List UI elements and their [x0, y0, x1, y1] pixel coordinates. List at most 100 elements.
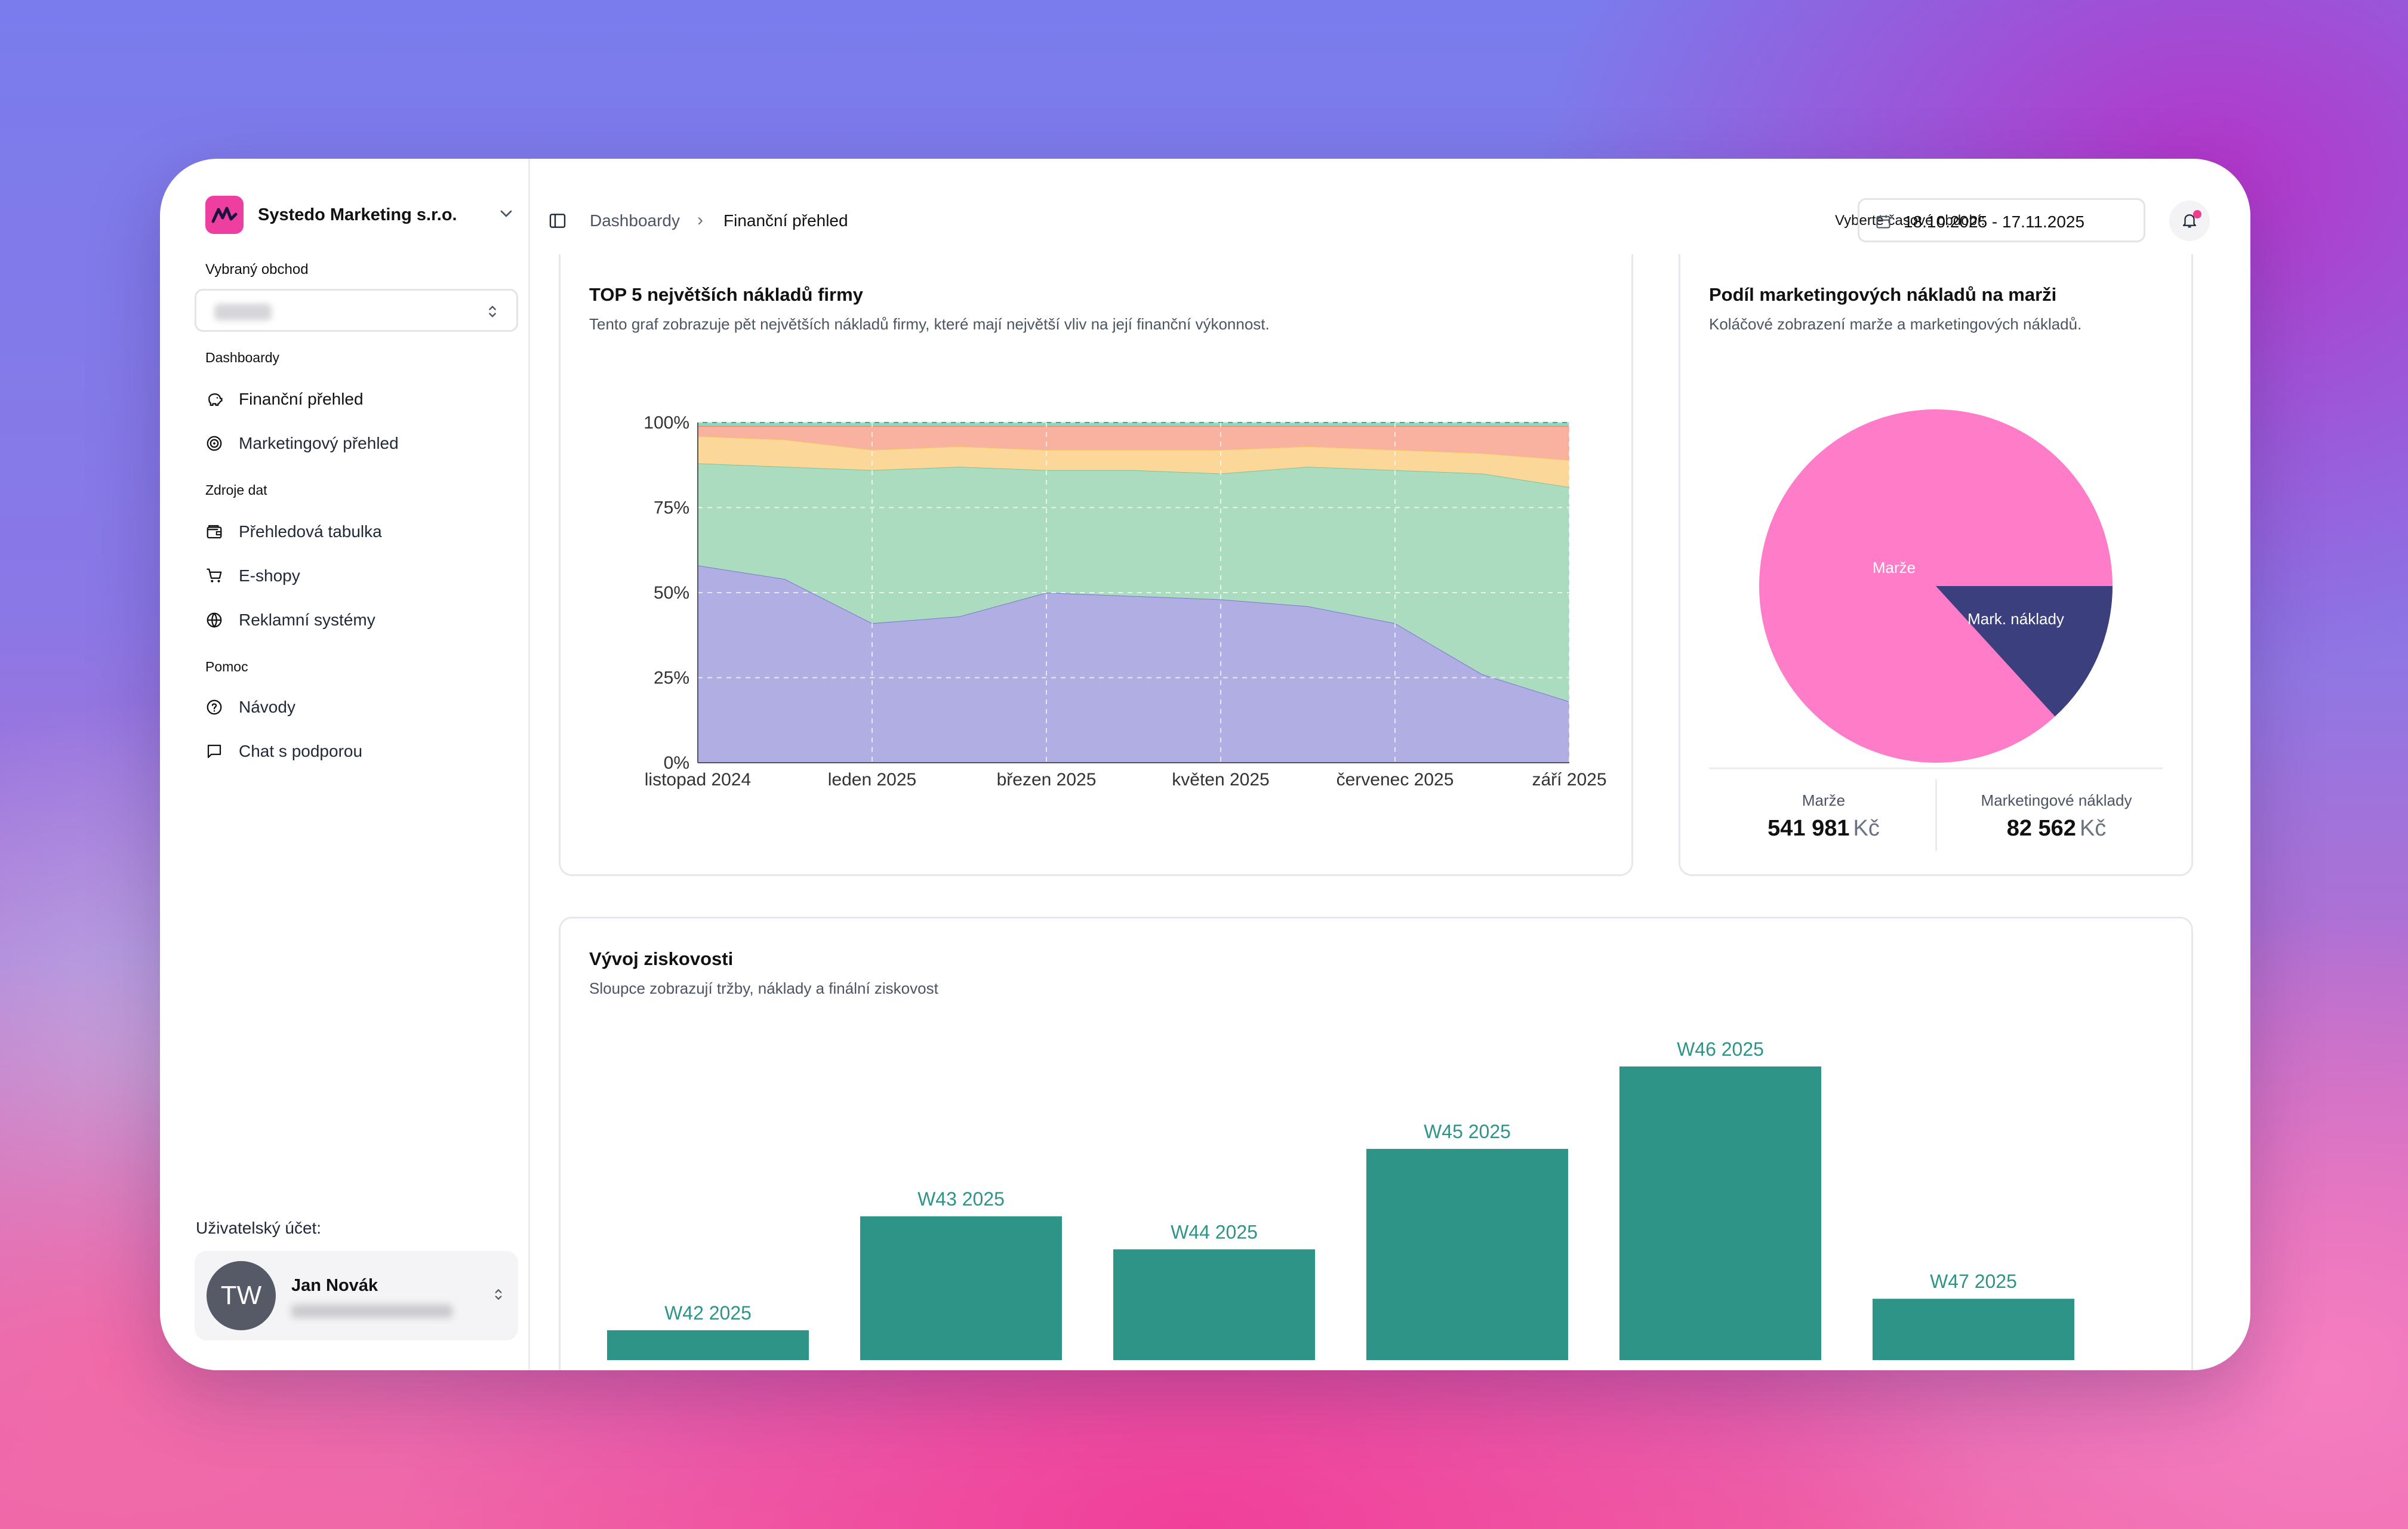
cart-icon: [207, 568, 222, 582]
section-title-data-sources: Zdroje dat: [205, 482, 267, 498]
area-series: [698, 463, 1569, 702]
card-title: Vývoj ziskovosti: [589, 948, 734, 969]
x-tick-label: červenec 2025: [1337, 770, 1454, 790]
account-label: Uživatelský účet:: [196, 1219, 322, 1237]
stat-currency: Kč: [2079, 816, 2107, 841]
card-title: TOP 5 největších nákladů firmy: [589, 284, 863, 305]
area-series: [698, 426, 1569, 460]
top5-costs-card: TOP 5 největších nákladů firmy Tento gra…: [559, 254, 1633, 876]
breadcrumb-dashboards[interactable]: Dashboardy: [590, 211, 680, 230]
bar-label: W42 2025: [664, 1302, 752, 1324]
sidebar-item-prehledova-tabulka[interactable]: Přehledová tabulka: [205, 517, 382, 547]
chevron-up-down-icon: [489, 306, 496, 317]
help-circle-icon: [207, 699, 222, 715]
divider: [1935, 779, 1937, 851]
bar: [1366, 1149, 1568, 1360]
stat-value: 82 562 Kč: [1943, 816, 2170, 841]
y-tick-label: 0%: [664, 753, 689, 773]
sidebar-item-navody[interactable]: Návody: [205, 692, 295, 722]
profitability-card: Vývoj ziskovosti Sloupce zobrazují tržby…: [559, 917, 2193, 1370]
stat-label: Marže: [1802, 791, 1846, 809]
sidebar-toggle-icon[interactable]: [548, 211, 567, 230]
y-tick-label: 25%: [654, 668, 689, 688]
sidebar-item-chat-s-podporou[interactable]: Chat s podporou: [205, 736, 362, 766]
sidebar-item-label: Reklamní systémy: [239, 611, 375, 629]
account-name: Jan Novák: [291, 1276, 378, 1295]
avatar: TW: [207, 1261, 276, 1330]
card-description: Koláčové zobrazení marže a marketingovýc…: [1709, 315, 2082, 333]
target-icon: [207, 436, 222, 451]
globe-icon: [207, 612, 222, 628]
section-title-dashboards: Dashboardy: [205, 350, 280, 365]
stat-number: 82 562: [2006, 816, 2076, 841]
pie-slice-marketing: [1936, 586, 2113, 717]
divider: [1709, 767, 2163, 769]
bar-label: W44 2025: [1171, 1221, 1258, 1243]
stat-number: 541 981: [1767, 816, 1850, 841]
pie-label: Marže: [1873, 559, 1916, 577]
period-label: Vyberte časové období:: [1835, 212, 1985, 229]
stat-marketing-costs: Marketingové náklady 82 562 Kč: [1943, 791, 2170, 841]
card-description: Sloupce zobrazují tržby, náklady a finál…: [589, 979, 938, 997]
pie-label: Mark. náklady: [1967, 610, 2064, 628]
wallet-icon: [207, 525, 222, 539]
sidebar-item-label: E-shopy: [239, 566, 300, 585]
sidebar-item-financni-prehled[interactable]: Finanční přehled: [205, 384, 364, 414]
y-tick-label: 100%: [643, 413, 689, 433]
bar-label: W43 2025: [917, 1188, 1005, 1210]
stat-currency: Kč: [1853, 816, 1880, 841]
date-range-picker[interactable]: 18.10.2025 - 17.11.2025: [1858, 198, 2145, 242]
pie-chart: Marže Mark. náklady: [1759, 409, 2113, 763]
x-tick-label: září 2025: [1532, 770, 1606, 790]
account-switcher[interactable]: TW Jan Novák: [195, 1251, 518, 1340]
stat-value: 541 981 Kč: [1710, 816, 1937, 841]
store-select-value: [214, 304, 272, 320]
marketing-share-card: Podíl marketingových nákladů na marži Ko…: [1679, 254, 2193, 876]
sidebar-item-marketingovy-prehled[interactable]: Marketingový přehled: [205, 429, 399, 458]
app-window: Systedo Marketing s.r.o. Vybraný obchod …: [160, 159, 2250, 1370]
sidebar-item-e-shopy[interactable]: E-shopy: [205, 561, 300, 591]
sidebar-item-label: Přehledová tabulka: [239, 522, 382, 541]
x-tick-label: březen 2025: [997, 770, 1097, 790]
sidebar-item-label: Návody: [239, 698, 295, 716]
sidebar-item-reklamni-systemy[interactable]: Reklamní systémy: [205, 605, 375, 635]
bar-chart: W42 2025 W43 2025 W44 2025 W45 2025 W46 2025…: [607, 1038, 2074, 1360]
x-tick-label: listopad 2024: [645, 770, 751, 790]
y-tick-label: 50%: [654, 583, 689, 603]
stat-label: Marketingové náklady: [1981, 791, 2132, 809]
area-series: [698, 436, 1569, 488]
bar-label: W46 2025: [1677, 1038, 1764, 1060]
sidebar-item-label: Chat s podporou: [239, 742, 363, 760]
piggy-bank-icon: [208, 393, 223, 406]
breadcrumb-separator-icon: ›: [697, 210, 703, 230]
bar: [1113, 1249, 1315, 1360]
sidebar: Systedo Marketing s.r.o. Vybraný obchod …: [160, 159, 530, 1370]
area-series: [698, 423, 1569, 426]
bell-icon: [2182, 214, 2197, 228]
bar: [860, 1216, 1062, 1360]
header: Dashboardy › Finanční přehled Vyberte ča…: [530, 159, 2250, 266]
account-email: [291, 1305, 452, 1318]
sidebar-item-label: Finanční přehled: [239, 390, 364, 408]
sidebar-item-label: Marketingový přehled: [239, 434, 399, 452]
bar: [607, 1330, 809, 1360]
bar: [1873, 1299, 2074, 1360]
company-name: Systedo Marketing s.r.o.: [258, 205, 457, 224]
bar-label: W47 2025: [1930, 1271, 2017, 1292]
chat-icon: [207, 744, 221, 759]
x-tick-label: květen 2025: [1172, 770, 1269, 790]
card-description: Tento graf zobrazuje pět největších nákl…: [589, 315, 1270, 333]
company-logo-icon: [205, 196, 244, 234]
company-switcher[interactable]: Systedo Marketing s.r.o.: [205, 196, 516, 234]
y-tick-label: 75%: [654, 498, 689, 518]
stat-marze: Marže 541 981 Kč: [1710, 791, 1937, 841]
store-select[interactable]: [195, 289, 518, 332]
stacked-area-chart: Náklady na reklamuMzdyObrat doprav bez D…: [643, 413, 1606, 790]
breadcrumb-current: Finanční přehled: [723, 211, 848, 230]
section-title-help: Pomoc: [205, 659, 248, 674]
store-select-label: Vybraný obchod: [205, 261, 309, 278]
card-title: Podíl marketingových nákladů na marži: [1709, 284, 2057, 305]
bar: [1619, 1066, 1821, 1360]
notifications-button[interactable]: [2169, 201, 2210, 241]
x-tick-label: leden 2025: [828, 770, 916, 790]
